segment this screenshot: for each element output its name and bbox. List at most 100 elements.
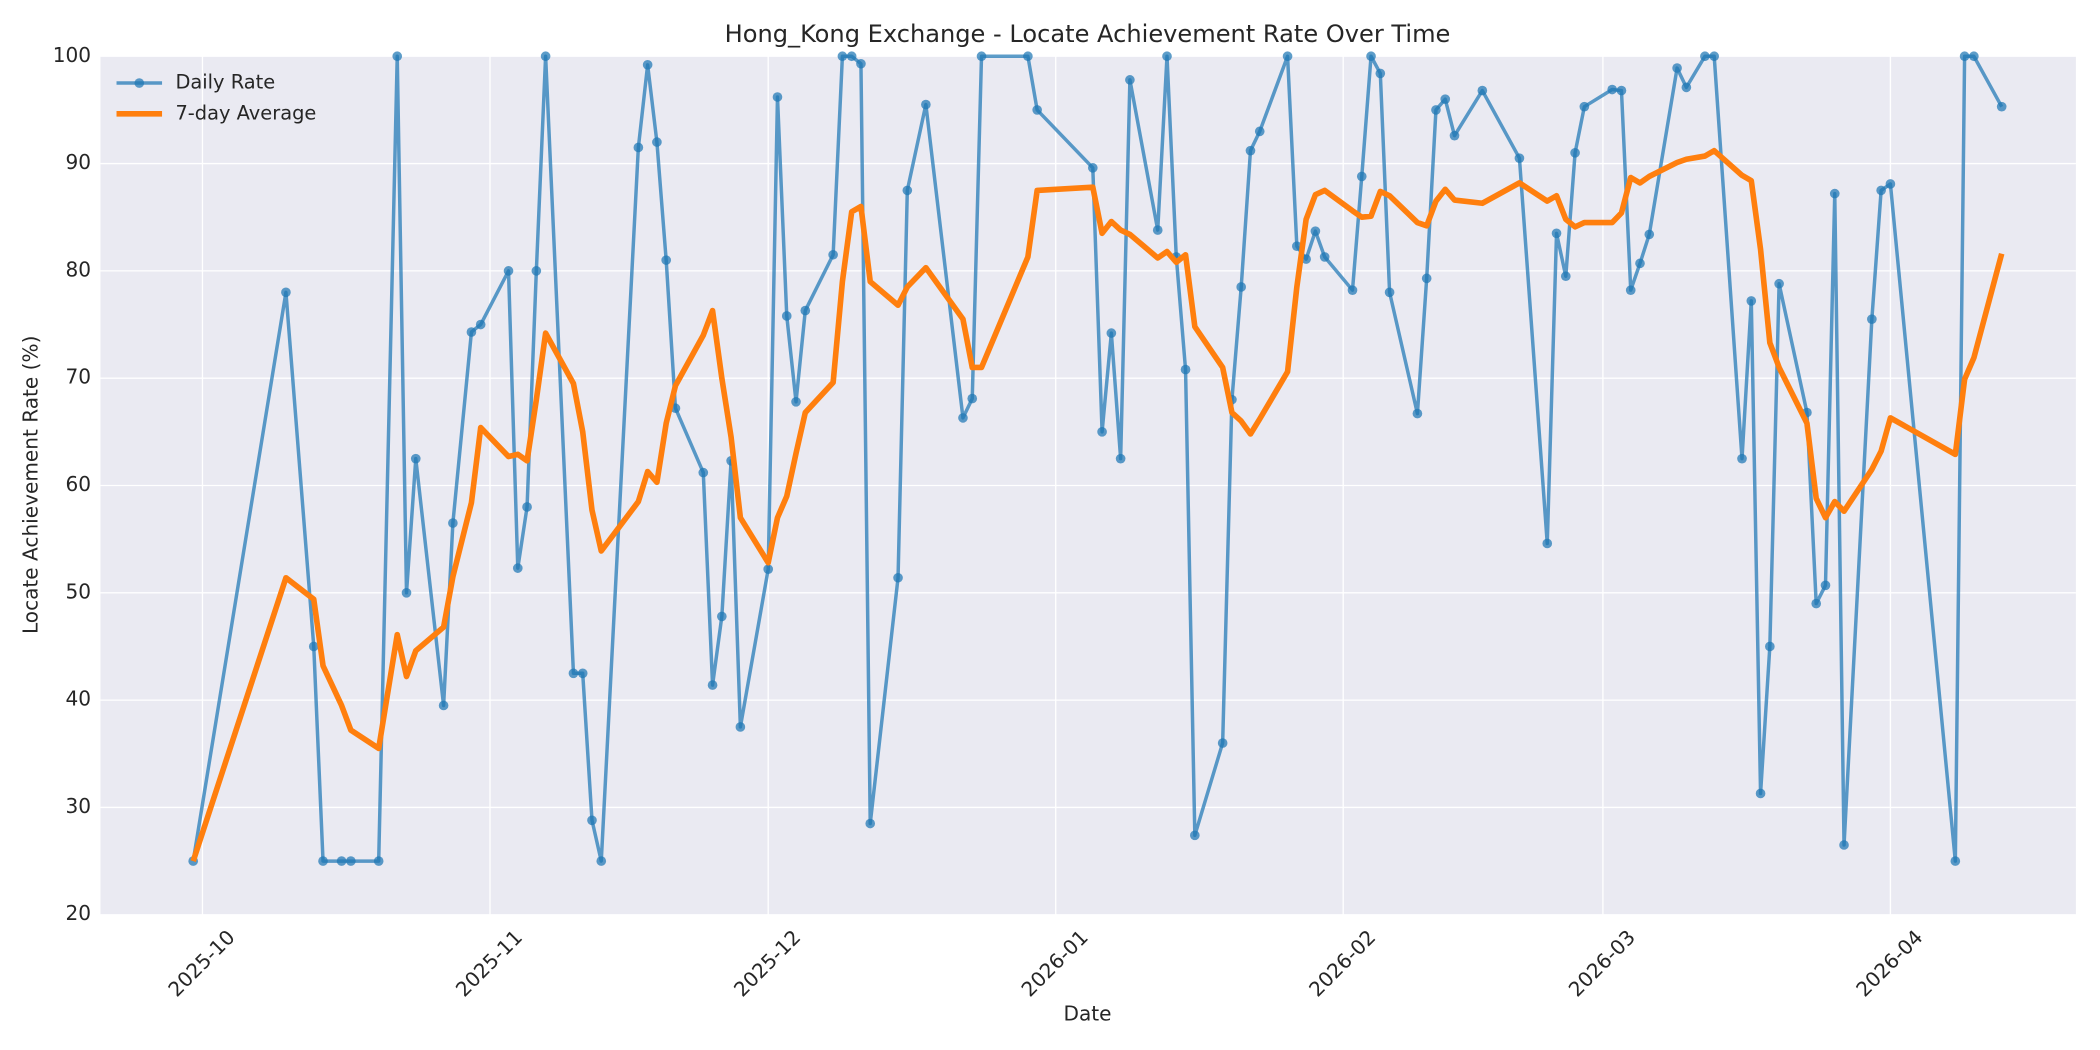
data-point: [466, 327, 477, 337]
data-point: [1681, 82, 1692, 93]
data-point: [1087, 163, 1098, 173]
data-point: [410, 453, 421, 464]
x-tick-label: 2026-04: [1851, 925, 1927, 1001]
data-point: [652, 137, 662, 147]
data-point: [1254, 126, 1265, 137]
data-point: [958, 413, 968, 423]
data-point: [856, 58, 866, 69]
data-point: [1421, 273, 1432, 284]
data-point: [921, 99, 931, 110]
data-point: [1551, 228, 1562, 239]
legend: Daily Rate 7-day Average: [116, 71, 316, 124]
legend-label: 7-day Average: [175, 101, 316, 124]
data-point: [1820, 580, 1831, 591]
data-point: [1440, 94, 1451, 104]
data-point: [1384, 287, 1395, 298]
data-point: [717, 611, 727, 622]
data-point: [1097, 427, 1107, 437]
data-point: [1431, 105, 1441, 115]
data-point: [1115, 453, 1126, 464]
data-point: [846, 51, 857, 62]
data-point: [1644, 229, 1655, 240]
data-point: [772, 92, 783, 102]
y-tick-label: 20: [66, 901, 92, 925]
data-point: [1607, 84, 1617, 95]
data-point: [661, 255, 672, 265]
data-point: [800, 305, 811, 316]
series-line: [190, 147, 2005, 862]
legend-marker: [134, 78, 145, 88]
data-point: [1765, 641, 1775, 652]
data-point: [373, 856, 384, 866]
x-axis-label: Date: [1064, 1002, 1112, 1026]
data-point: [1969, 51, 1979, 62]
data-point: [448, 518, 458, 528]
y-tick-label: 100: [53, 43, 91, 67]
data-point: [1542, 538, 1553, 549]
data-point: [596, 856, 607, 866]
data-point: [1672, 63, 1682, 73]
data-point: [1292, 241, 1302, 252]
data-point: [1347, 285, 1358, 296]
data-point: [281, 287, 291, 298]
x-tick-label: 2025-11: [451, 925, 527, 1001]
data-point: [401, 587, 412, 598]
data-point: [522, 502, 532, 512]
data-point: [1152, 225, 1163, 235]
data-point: [1514, 153, 1525, 164]
data-point: [540, 51, 551, 62]
data-point: [707, 680, 718, 690]
data-point: [1236, 282, 1247, 292]
data-point: [1885, 179, 1896, 189]
data-point: [781, 311, 792, 321]
data-point: [1876, 185, 1886, 196]
data-point: [976, 51, 987, 62]
data-point: [1616, 85, 1627, 96]
data-point: [1579, 101, 1590, 112]
data-point: [1570, 148, 1580, 158]
series-line: [191, 54, 2004, 863]
data-point: [828, 249, 838, 260]
data-point: [568, 668, 579, 679]
chart-title: Hong_Kong Exchange - Locate Achievement …: [725, 20, 1451, 48]
data-point: [1180, 364, 1191, 375]
data-point: [1310, 226, 1321, 236]
data-point: [1839, 840, 1849, 850]
data-point: [346, 856, 356, 866]
data-point: [1746, 296, 1757, 306]
data-point: [1477, 85, 1488, 96]
data-point: [865, 818, 876, 829]
data-point: [1217, 738, 1228, 748]
y-tick-label: 60: [66, 472, 92, 496]
data-point: [735, 722, 746, 732]
data-point: [1959, 51, 1970, 62]
x-tick-label: 2026-01: [1016, 925, 1092, 1001]
data-point: [1412, 408, 1423, 419]
data-point: [1811, 598, 1822, 609]
data-point: [1282, 51, 1293, 62]
data-point: [336, 856, 347, 866]
data-point: [791, 396, 801, 407]
data-point: [1319, 252, 1330, 262]
y-tick-label: 80: [66, 257, 92, 281]
data-point: [577, 668, 588, 679]
data-point: [1023, 51, 1033, 62]
data-point: [503, 266, 514, 276]
data-point: [698, 467, 709, 478]
x-tick-label: 2025-10: [163, 925, 239, 1001]
data-point: [1755, 788, 1766, 799]
y-tick-label: 40: [66, 687, 92, 711]
data-point: [1737, 453, 1747, 464]
data-point: [1709, 51, 1720, 62]
data-point: [1700, 51, 1710, 62]
x-tick-label: 2025-12: [729, 925, 805, 1001]
y-tick-label: 90: [66, 150, 92, 174]
y-tick-label: 70: [66, 365, 92, 389]
y-tick-label: 50: [66, 579, 92, 603]
data-point: [837, 51, 848, 62]
grid: [100, 55, 2076, 916]
data-point: [587, 815, 597, 826]
data-point: [1560, 271, 1571, 282]
